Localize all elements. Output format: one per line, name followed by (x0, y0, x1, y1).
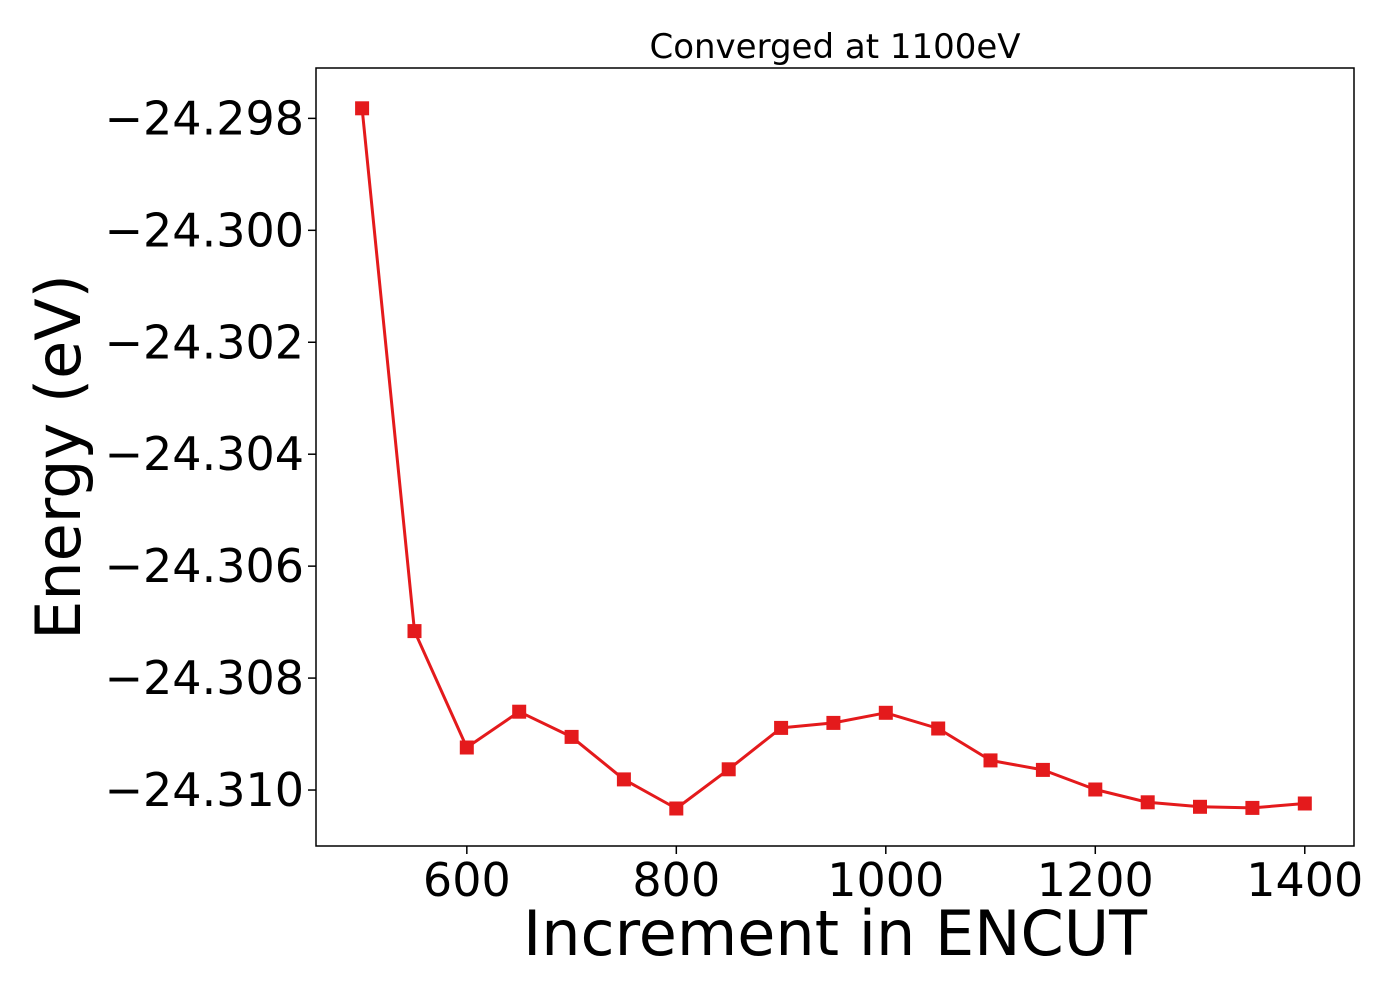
data-point-marker (1245, 800, 1260, 815)
y-tick-label: −24.300 (105, 203, 305, 257)
data-point-marker (1193, 799, 1207, 814)
data-point-marker (983, 753, 998, 768)
y-tick-label: −24.310 (105, 763, 305, 817)
series-layer (355, 101, 1312, 816)
y-tick-label: −24.302 (105, 315, 305, 369)
data-point-marker (459, 740, 474, 755)
series-line (360, 108, 1305, 810)
x-tick-label: 600 (423, 853, 511, 907)
data-point-marker (931, 721, 946, 736)
x-tick-label: 1200 (1037, 853, 1154, 907)
data-point-marker (1297, 796, 1312, 811)
plot-frame (315, 67, 1355, 847)
y-tick-label: −24.304 (105, 427, 305, 481)
plot-area (315, 67, 1355, 847)
data-point-marker (616, 772, 631, 787)
data-point-marker (878, 705, 893, 720)
y-tick-label: −24.306 (105, 539, 305, 593)
data-point-marker (1088, 782, 1103, 797)
y-axis: −24.298 −24.300 −24.302 −24.304 −24.306 −24.3… (105, 91, 316, 817)
data-point-marker (407, 624, 422, 639)
data-point-marker (826, 715, 841, 730)
x-tick-label: 800 (632, 853, 720, 907)
y-tick-label: −24.308 (105, 651, 305, 705)
data-point-marker (774, 720, 789, 735)
chart-title: Converged at 1100eV (649, 27, 1020, 67)
data-point-marker (669, 801, 684, 816)
data-point-marker (1140, 795, 1155, 810)
data-point-marker (564, 729, 579, 744)
data-point-marker (1035, 762, 1050, 777)
x-tick-label: 1400 (1246, 853, 1363, 907)
data-point-marker (355, 101, 370, 116)
y-axis-label: Energy (eV) (22, 274, 95, 640)
data-point-marker (512, 704, 527, 719)
data-point-marker (721, 762, 736, 777)
x-tick-label: 1000 (827, 853, 944, 907)
x-axis: 600 800 1000 1200 1400 (423, 846, 1363, 907)
y-tick-label: −24.298 (105, 91, 305, 145)
x-axis-label: Increment in ENCUT (523, 897, 1148, 970)
